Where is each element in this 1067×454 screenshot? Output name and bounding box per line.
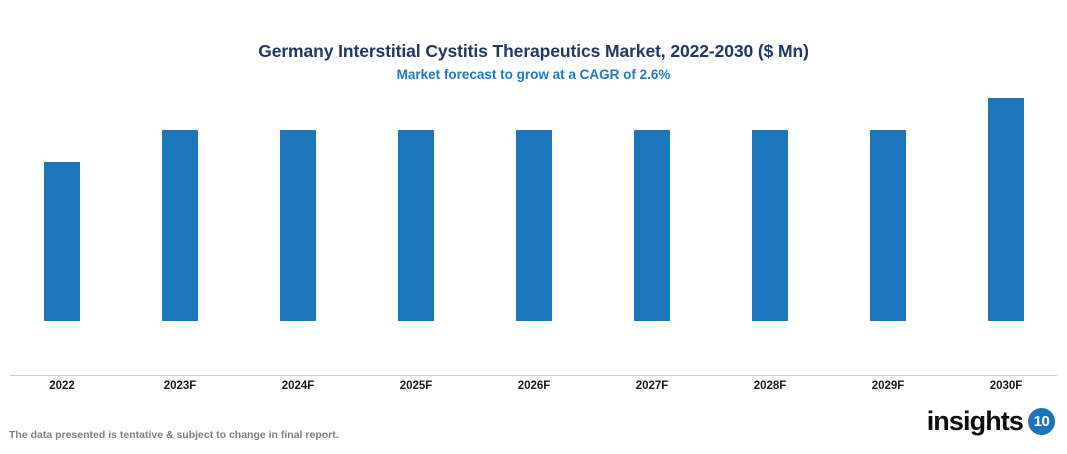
bar-group: 0.062027F: [593, 0, 711, 400]
disclaimer-text: The data presented is tentative & subjec…: [9, 429, 339, 441]
bar-rect: [280, 130, 316, 321]
x-axis-tick-label: 2024F: [281, 380, 315, 392]
x-axis-tick-label: 2027F: [635, 380, 669, 392]
x-axis-tick-label: 2030F: [989, 380, 1023, 392]
bar-rect: [870, 130, 906, 321]
plot-area: 0.0520220.062023F0.062024F0.062025F0.062…: [3, 0, 1065, 400]
x-axis-tick-label: 2029F: [871, 380, 905, 392]
bar-rect: [634, 130, 670, 321]
x-axis-tick-label: 2023F: [163, 380, 197, 392]
bar-rect: [162, 130, 198, 321]
x-axis-tick-label: 2022: [49, 380, 75, 392]
x-axis-tick-label: 2025F: [399, 380, 433, 392]
bar-group: 0.062024F: [239, 0, 357, 400]
bar-rect: [988, 98, 1024, 321]
x-axis-line: [10, 375, 1057, 376]
bar-group: 0.052022: [3, 0, 121, 400]
chart-title: Germany Interstitial Cystitis Therapeuti…: [258, 41, 809, 61]
bar-group: 0.062029F: [829, 0, 947, 400]
title-block: Germany Interstitial Cystitis Therapeuti…: [0, 40, 1067, 85]
bar-group: 0.072030F: [947, 0, 1065, 400]
brand-badge-icon: 10: [1028, 407, 1055, 435]
bar-rect: [44, 162, 80, 321]
bar-group: 0.062025F: [357, 0, 475, 400]
x-axis-tick-label: 2028F: [753, 380, 787, 392]
bar-rect: [398, 130, 434, 321]
x-axis-tick-label: 2026F: [517, 380, 551, 392]
bar-rect: [752, 130, 788, 321]
chart-subtitle: Market forecast to grow at a CAGR of 2.6…: [396, 67, 671, 82]
bar-rect: [516, 130, 552, 321]
brand-wordmark: insights: [926, 406, 1024, 436]
bar-group: 0.062028F: [711, 0, 829, 400]
bar-group: 0.062026F: [475, 0, 593, 400]
bar-group: 0.062023F: [121, 0, 239, 400]
insights10-logo: insights 10: [927, 406, 1055, 436]
